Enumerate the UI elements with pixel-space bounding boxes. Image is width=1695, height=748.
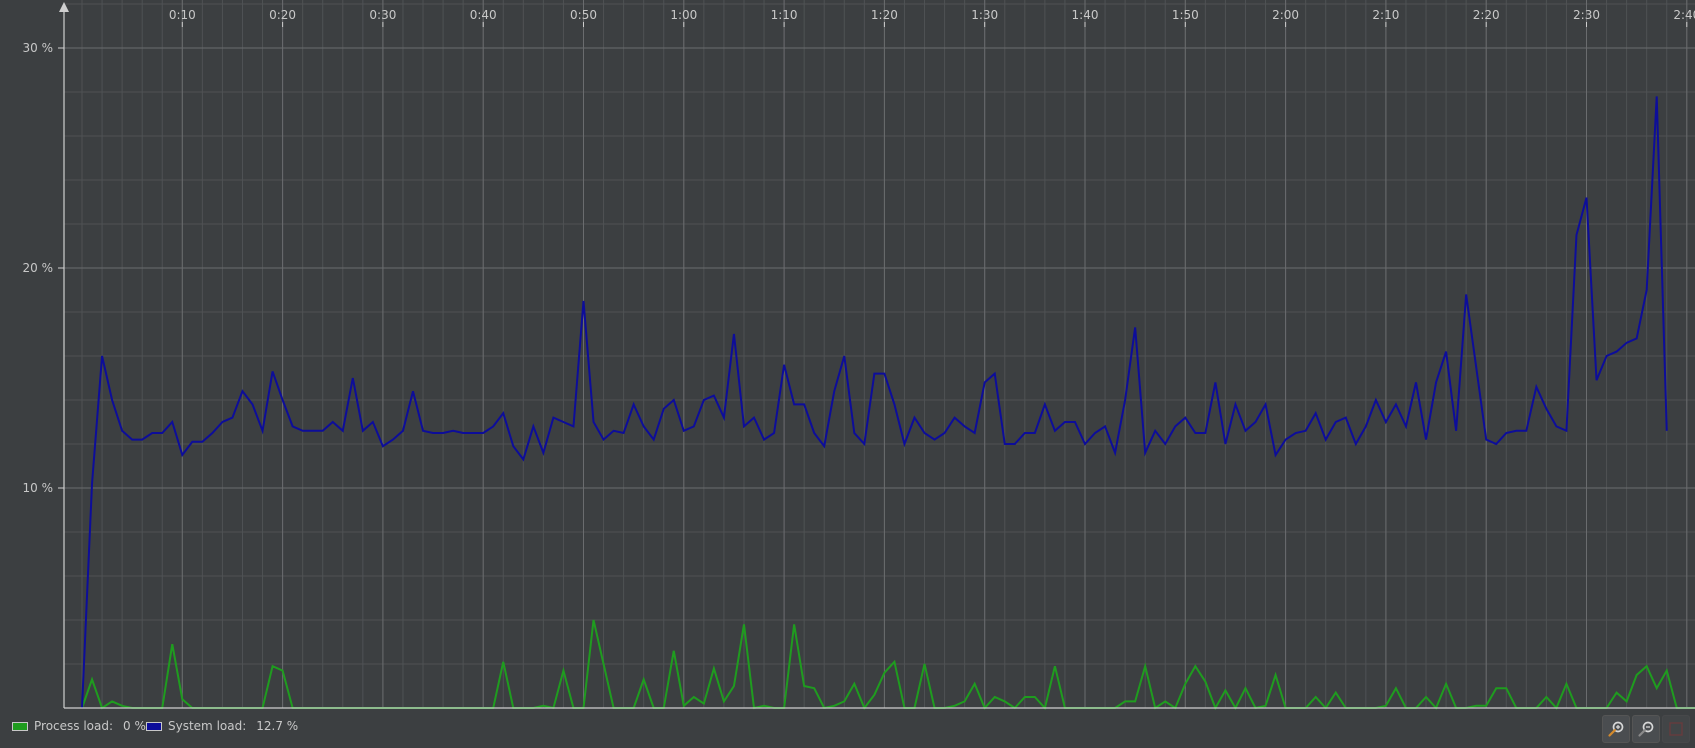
system-load-swatch [146,721,162,731]
axes: 0:10 0:20 0:30 0:40 0:50 1:00 1:10 1:20 1:30 1:40… [23,2,1695,709]
magnifier-plus-icon [1608,721,1624,737]
fit-button[interactable] [1662,715,1690,743]
x-tick-label: 1:00 [670,8,697,22]
x-tick-label: 2:00 [1272,8,1299,22]
x-tick-label: 1:40 [1072,8,1099,22]
y-tick-label: 10 % [23,481,54,495]
x-tick-label: 0:20 [269,8,296,22]
major-grid [64,0,1695,708]
x-tick-label: 0:30 [369,8,396,22]
legend-process-load: Process load: 0 % [12,719,146,733]
x-tick-label: 0:40 [470,8,497,22]
system-load-value: 12.7 % [256,719,299,733]
cpu-load-chart: 0:10 0:20 0:30 0:40 0:50 1:00 1:10 1:20 1:30 1:40… [0,0,1695,710]
legend-system-load: System load: 12.7 % [146,719,298,733]
process-load-value: 0 % [123,719,146,733]
x-tick-label: 0:50 [570,8,597,22]
chart-footer: Process load: 0 % System load: 12.7 % [0,710,1695,748]
x-tick-label: 1:50 [1172,8,1199,22]
system-load-label: System load: [168,719,247,733]
x-tick-label: 2:40 [1673,8,1695,22]
x-tick-label: 2:10 [1372,8,1399,22]
y-tick-label: 20 % [23,261,54,275]
system-load-line [81,96,1668,709]
x-tick-label: 1:20 [871,8,898,22]
process-load-swatch [12,721,28,731]
zoom-in-button[interactable] [1602,715,1630,743]
y-axis-arrow-icon [59,2,69,12]
x-tick-label: 2:30 [1573,8,1600,22]
fit-icon [1669,722,1683,736]
process-load-label: Process load: [34,719,114,733]
magnifier-minus-icon [1638,721,1654,737]
x-tick-label: 1:10 [771,8,798,22]
x-tick-label: 2:20 [1473,8,1500,22]
x-tick-label: 1:30 [971,8,998,22]
zoom-out-button[interactable] [1632,715,1660,743]
chart-background [0,0,1695,710]
y-tick-label: 30 % [23,41,54,55]
x-tick-label: 0:10 [169,8,196,22]
